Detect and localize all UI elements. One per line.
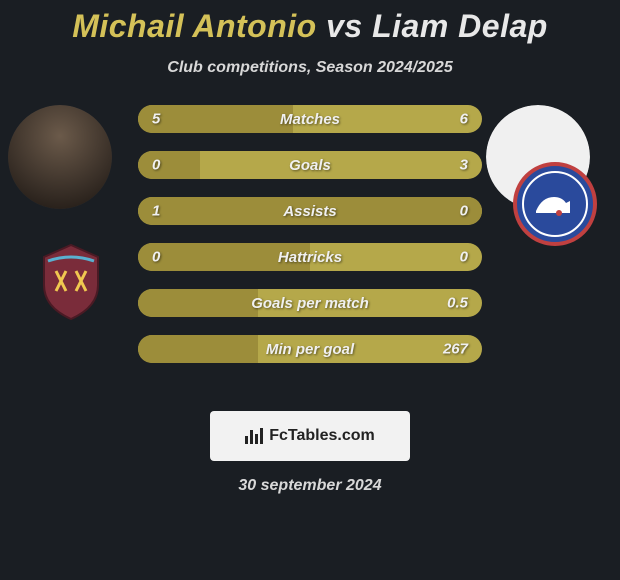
stat-value-left: 5 (152, 111, 160, 128)
stats-container: 5 Matches 6 0 Goals 3 1 Assists 0 0 Hattricks 0 Goal… (138, 105, 482, 381)
stat-row: 1 Assists 0 (138, 197, 482, 225)
stat-value-right: 0 (460, 249, 468, 266)
player1-photo-placeholder (8, 105, 112, 209)
stat-value-right: 3 (460, 157, 468, 174)
player2-club-badge (512, 161, 598, 247)
stat-label: Hattricks (278, 249, 342, 266)
stat-value-right: 6 (460, 111, 468, 128)
chart-bars-icon (245, 428, 263, 444)
stat-row: 0 Goals 3 (138, 151, 482, 179)
comparison-title: Michail Antonio vs Liam Delap (0, 0, 620, 45)
stat-label: Assists (283, 203, 336, 220)
stat-row: Min per goal 267 (138, 335, 482, 363)
watermark-text: FcTables.com (269, 427, 375, 445)
stat-row: 0 Hattricks 0 (138, 243, 482, 271)
player1-name-title: Michail Antonio (72, 8, 317, 44)
player1-photo (8, 105, 112, 209)
stat-value-left: 0 (152, 249, 160, 266)
stat-row: 5 Matches 6 (138, 105, 482, 133)
stat-label: Goals per match (251, 295, 369, 312)
stat-fill-left (138, 335, 258, 363)
stat-label: Goals (289, 157, 331, 174)
player1-club-badge (28, 239, 114, 325)
stat-fill-left (138, 151, 200, 179)
player2-name-title: Liam Delap (372, 8, 548, 44)
comparison-content: 5 Matches 6 0 Goals 3 1 Assists 0 0 Hattricks 0 Goal… (0, 105, 620, 405)
vs-label: vs (326, 8, 363, 44)
stat-value-right: 267 (443, 341, 468, 358)
stat-row: Goals per match 0.5 (138, 289, 482, 317)
stat-value-left: 1 (152, 203, 160, 220)
stat-fill-left (138, 289, 258, 317)
ipswich-badge-icon (512, 161, 598, 247)
stat-value-right: 0.5 (447, 295, 468, 312)
stat-value-left: 0 (152, 157, 160, 174)
west-ham-badge-icon (28, 239, 114, 325)
stat-label: Matches (280, 111, 340, 128)
watermark[interactable]: FcTables.com (210, 411, 410, 461)
subtitle: Club competitions, Season 2024/2025 (0, 59, 620, 77)
stat-label: Min per goal (266, 341, 354, 358)
stat-value-right: 0 (460, 203, 468, 220)
stat-fill-left (138, 105, 293, 133)
date-label: 30 september 2024 (0, 477, 620, 495)
